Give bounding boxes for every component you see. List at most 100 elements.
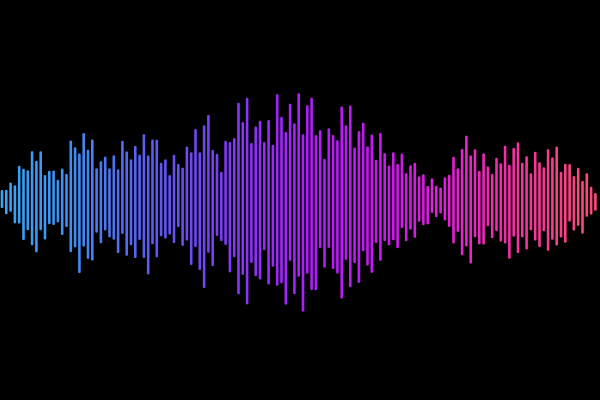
waveform-bar: [306, 105, 309, 274]
waveform-bar: [181, 167, 184, 246]
waveform-bar: [164, 159, 167, 239]
waveform-bar: [327, 128, 331, 248]
waveform-bar: [323, 158, 326, 268]
waveform-bar: [490, 173, 494, 239]
waveform-bar: [581, 180, 584, 234]
waveform-bar: [202, 125, 206, 288]
waveform-bar: [589, 186, 593, 215]
waveform-bar: [370, 134, 374, 273]
waveform-bar: [538, 162, 541, 248]
waveform-bar: [22, 168, 25, 240]
waveform-bar: [258, 120, 262, 280]
waveform-bar: [379, 132, 382, 261]
waveform-bar: [26, 170, 30, 231]
waveform-bar: [486, 166, 490, 227]
waveform-bar: [172, 154, 176, 243]
waveform-bar: [134, 145, 137, 259]
waveform-bar: [284, 132, 288, 305]
waveform-bar: [215, 153, 219, 236]
waveform-bar: [275, 94, 279, 286]
waveform-bar: [512, 147, 515, 237]
waveform-bar: [460, 148, 464, 256]
waveform-bar: [499, 163, 503, 242]
waveform-bar: [456, 168, 460, 232]
waveform-bar: [232, 138, 236, 258]
waveform-bar: [254, 126, 257, 277]
waveform-bar: [546, 149, 550, 251]
waveform-bar: [392, 152, 395, 241]
waveform-bar: [155, 139, 159, 258]
waveform-bar: [103, 156, 107, 231]
waveform-bar: [409, 165, 412, 230]
waveform-bar: [314, 135, 318, 291]
waveform-bar: [121, 140, 124, 234]
waveform-bar: [396, 163, 399, 249]
waveform-bar: [56, 179, 60, 223]
waveform-bar: [495, 157, 498, 232]
waveform-bar: [9, 182, 12, 212]
waveform-bar: [508, 164, 511, 259]
waveform-bar: [280, 116, 283, 284]
waveform-bar: [91, 139, 94, 261]
waveform-bar: [555, 146, 558, 246]
waveform-bar: [237, 102, 240, 295]
waveform-bar: [288, 103, 292, 261]
waveform-bar: [564, 163, 567, 243]
waveform-bar: [559, 171, 563, 238]
waveform-bar: [366, 146, 369, 266]
waveform-bar: [39, 151, 42, 231]
waveform-bar: [82, 133, 85, 247]
waveform-bar: [99, 161, 103, 244]
waveform-bar: [0, 190, 4, 208]
waveform-bar: [469, 155, 472, 264]
waveform-bar: [400, 153, 404, 228]
waveform-bar: [482, 153, 485, 245]
waveform-bar: [245, 97, 249, 305]
waveform-bar: [198, 152, 202, 270]
waveform-bar: [228, 142, 232, 273]
waveform-bar: [129, 159, 133, 246]
waveform-bar: [422, 174, 425, 226]
waveform-bar: [60, 168, 64, 235]
waveform-bar: [521, 162, 524, 238]
waveform-bar: [344, 125, 348, 260]
waveform-bar: [297, 93, 300, 277]
waveform-bar: [116, 169, 120, 254]
waveform-bar: [69, 140, 73, 253]
waveform-bar: [387, 165, 391, 246]
waveform-bar: [194, 128, 197, 247]
waveform-bar: [331, 135, 335, 270]
waveform-bar: [65, 173, 68, 228]
waveform-bar: [404, 173, 408, 242]
waveform-bar: [310, 97, 313, 291]
waveform-bar: [478, 170, 481, 245]
waveform-bar: [594, 193, 597, 211]
waveform-bar: [35, 160, 38, 253]
waveform-bar: [30, 151, 34, 246]
waveform-bar: [413, 162, 417, 238]
waveform-bar: [516, 142, 520, 254]
waveform-bar: [576, 167, 580, 226]
waveform-bar: [293, 123, 296, 295]
waveform-bar: [112, 155, 116, 240]
waveform-bar: [146, 155, 150, 275]
waveform-bars-group: [0, 93, 597, 312]
waveform-bar: [353, 147, 356, 263]
waveform-bar: [383, 153, 386, 241]
waveform-bar: [263, 142, 266, 250]
waveform-bar: [572, 176, 576, 231]
waveform-bar: [301, 134, 305, 312]
waveform-bar: [17, 165, 21, 224]
waveform-bar: [439, 187, 442, 214]
waveform-bar: [465, 135, 468, 247]
waveform-bar: [138, 154, 141, 240]
waveform-bar: [43, 175, 47, 240]
waveform-bar: [73, 147, 77, 248]
waveform-bar: [426, 185, 429, 225]
waveform-bar: [542, 167, 546, 232]
waveform-bar: [211, 149, 214, 267]
waveform-bar: [224, 140, 227, 246]
waveform-bar: [525, 156, 528, 250]
